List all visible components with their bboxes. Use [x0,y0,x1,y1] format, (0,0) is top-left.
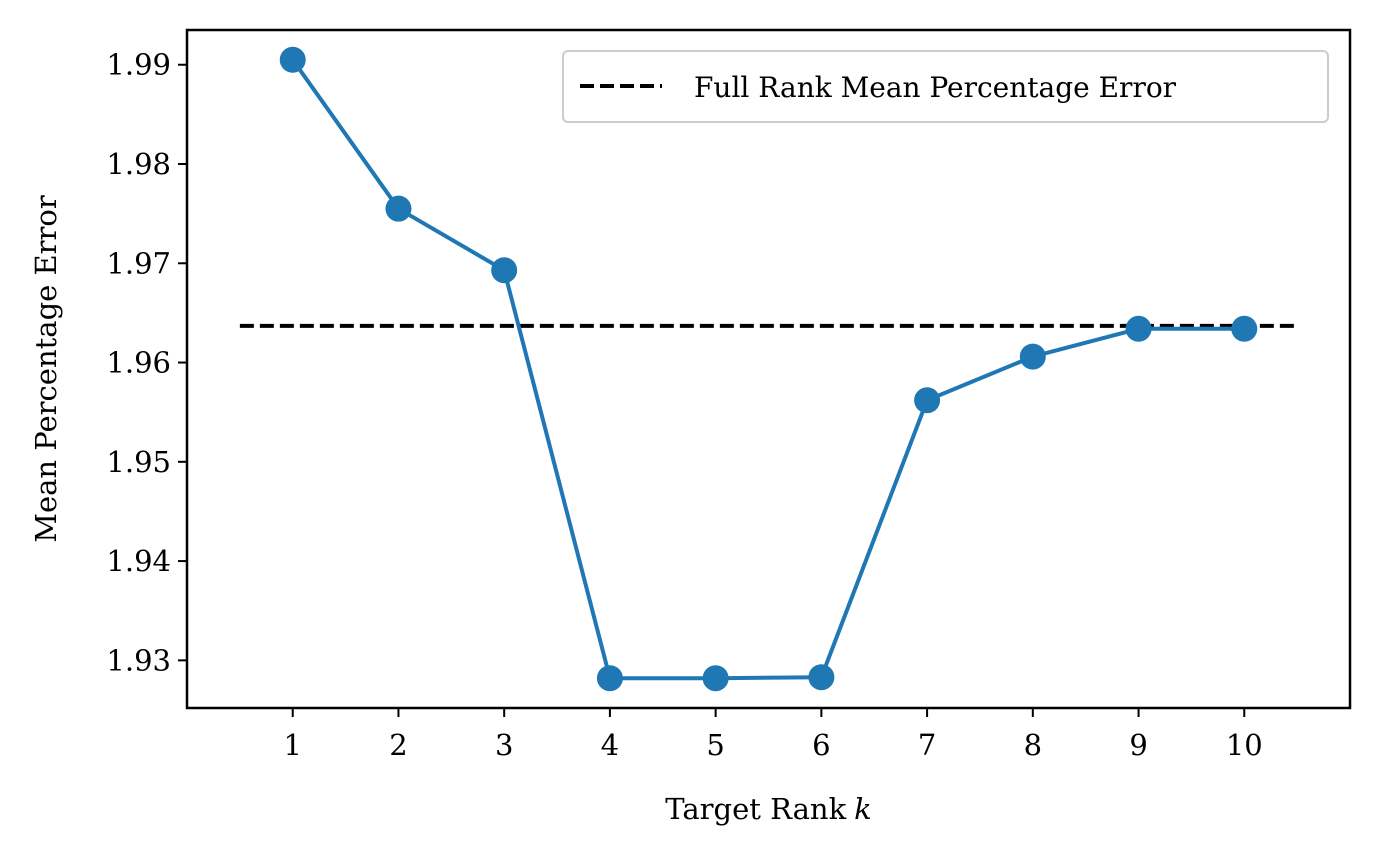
data-point [1019,343,1046,370]
x-axis-ticks: 1 2 3 4 5 6 7 8 9 10 [284,708,1263,762]
y-tick-label: 1.94 [106,544,171,578]
x-tick-label: 8 [1024,728,1042,762]
data-point [914,387,941,414]
y-tick-label: 1.93 [106,643,171,677]
data-point [1125,315,1152,342]
legend-label: Full Rank Mean Percentage Error [694,71,1177,104]
data-point [1231,315,1258,342]
x-tick-label: 1 [284,728,302,762]
y-tick-label: 1.97 [106,246,171,280]
data-point [596,665,623,692]
data-point [491,257,518,284]
legend: Full Rank Mean Percentage Error [562,50,1329,123]
x-tick-label: 6 [812,728,830,762]
legend-box [562,50,1329,123]
x-tick-label: 5 [706,728,724,762]
x-tick-label: 2 [389,728,407,762]
y-tick-label: 1.95 [106,445,171,479]
y-axis-label: Mean Percentage Error [29,195,63,543]
x-axis-label-variable: k [854,792,872,826]
axes-frame [185,28,1352,710]
x-tick-label: 3 [495,728,513,762]
data-point [385,195,412,222]
data-point [279,46,306,73]
y-tick-label: 1.98 [106,147,171,181]
x-tick-label: 10 [1226,728,1263,762]
y-tick-label: 1.99 [106,48,171,82]
x-tick-label: 4 [601,728,619,762]
data-point [702,665,729,692]
y-tick-label: 1.96 [106,346,171,380]
x-tick-label: 9 [1129,728,1147,762]
x-axis-label: Target Rank k [665,792,871,826]
x-axis-label-text: Target Rank [665,792,846,826]
y-axis-ticks: 1.93 1.94 1.95 1.96 1.97 1.98 1.99 [106,48,187,677]
data-point [808,664,835,691]
x-tick-label: 7 [918,728,936,762]
series-line [291,58,1245,681]
series-layer [279,46,1258,692]
